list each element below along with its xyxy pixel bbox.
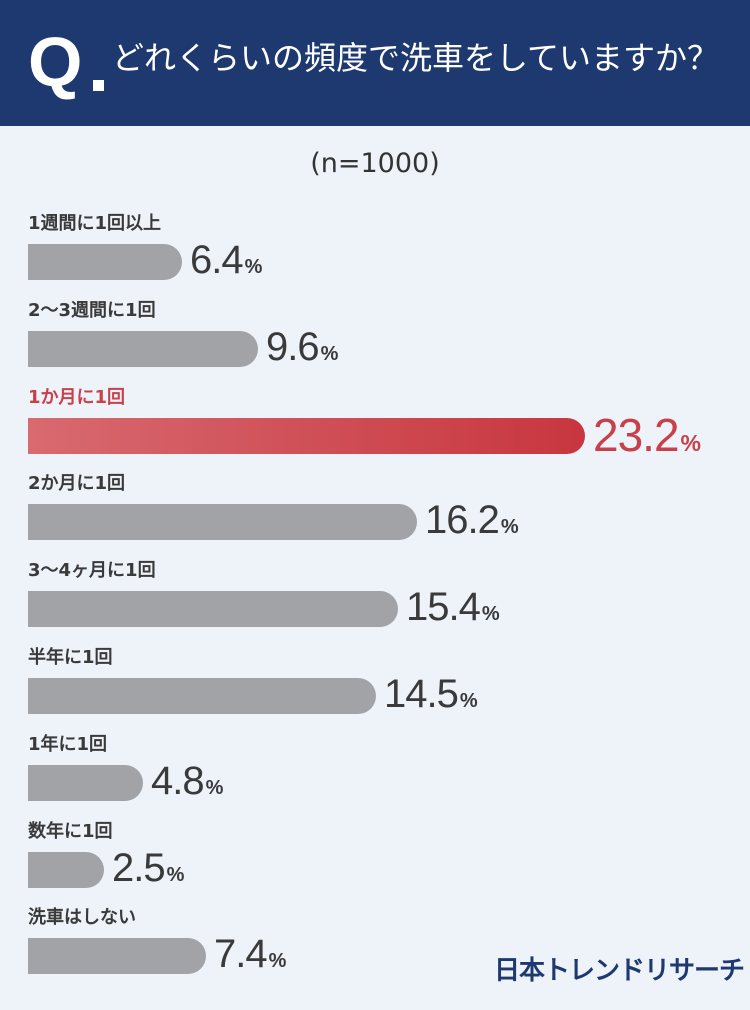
bar xyxy=(28,591,398,627)
value-unit: % xyxy=(320,343,339,365)
question-header: Q どれくらいの頻度で洗車をしていますか？ xyxy=(0,0,750,126)
value-unit: % xyxy=(680,430,701,456)
category-label: 2〜3週間に1回 xyxy=(28,300,156,321)
category-label: 半年に1回 xyxy=(28,647,113,668)
category-label: 1年に1回 xyxy=(28,734,108,755)
value-unit: % xyxy=(205,777,224,799)
bar xyxy=(28,331,258,367)
category-label: 1か月に1回 xyxy=(28,387,126,408)
category-label: 洗車はしない xyxy=(28,907,136,928)
question-text: どれくらいの頻度で洗車をしていますか？ xyxy=(112,39,720,77)
category-label: 数年に1回 xyxy=(28,821,113,842)
bar xyxy=(28,244,182,280)
value-unit: % xyxy=(244,256,263,278)
category-label: 1週間に1回以上 xyxy=(28,213,162,234)
value-label: 6.4% xyxy=(190,238,262,283)
value-label: 9.6% xyxy=(266,325,338,370)
category-label: 3〜4ヶ月に1回 xyxy=(28,560,156,581)
value-unit: % xyxy=(459,690,478,712)
value-unit: % xyxy=(481,603,500,625)
value-number: 9.6 xyxy=(266,325,320,369)
category-label: 2か月に1回 xyxy=(28,473,126,494)
value-number: 15.4 xyxy=(406,585,481,629)
bar xyxy=(28,678,376,714)
value-label: 2.5% xyxy=(112,846,184,891)
bar xyxy=(28,852,104,888)
value-label: 15.4% xyxy=(406,585,500,630)
q-dot xyxy=(93,80,104,91)
value-number: 6.4 xyxy=(190,238,244,282)
value-number: 14.5 xyxy=(384,672,459,716)
sample-size: (n=1000) xyxy=(310,148,440,179)
brand-logo: 日本トレンドリサーチ xyxy=(494,956,745,986)
value-label: 14.5% xyxy=(384,672,478,717)
bar xyxy=(28,504,417,540)
value-number: 7.4 xyxy=(214,932,268,976)
value-number: 23.2 xyxy=(593,409,680,461)
q-letter: Q xyxy=(28,23,83,101)
value-number: 16.2 xyxy=(425,498,500,542)
bar xyxy=(28,938,206,974)
value-unit: % xyxy=(166,864,185,886)
value-label: 23.2% xyxy=(593,408,701,462)
value-label: 4.8% xyxy=(151,759,223,804)
value-number: 2.5 xyxy=(112,846,166,890)
bar xyxy=(28,765,143,801)
bar xyxy=(28,418,585,454)
value-label: 7.4% xyxy=(214,932,286,977)
value-label: 16.2% xyxy=(425,498,519,543)
value-unit: % xyxy=(500,516,519,538)
value-number: 4.8 xyxy=(151,759,205,803)
value-unit: % xyxy=(268,950,287,972)
